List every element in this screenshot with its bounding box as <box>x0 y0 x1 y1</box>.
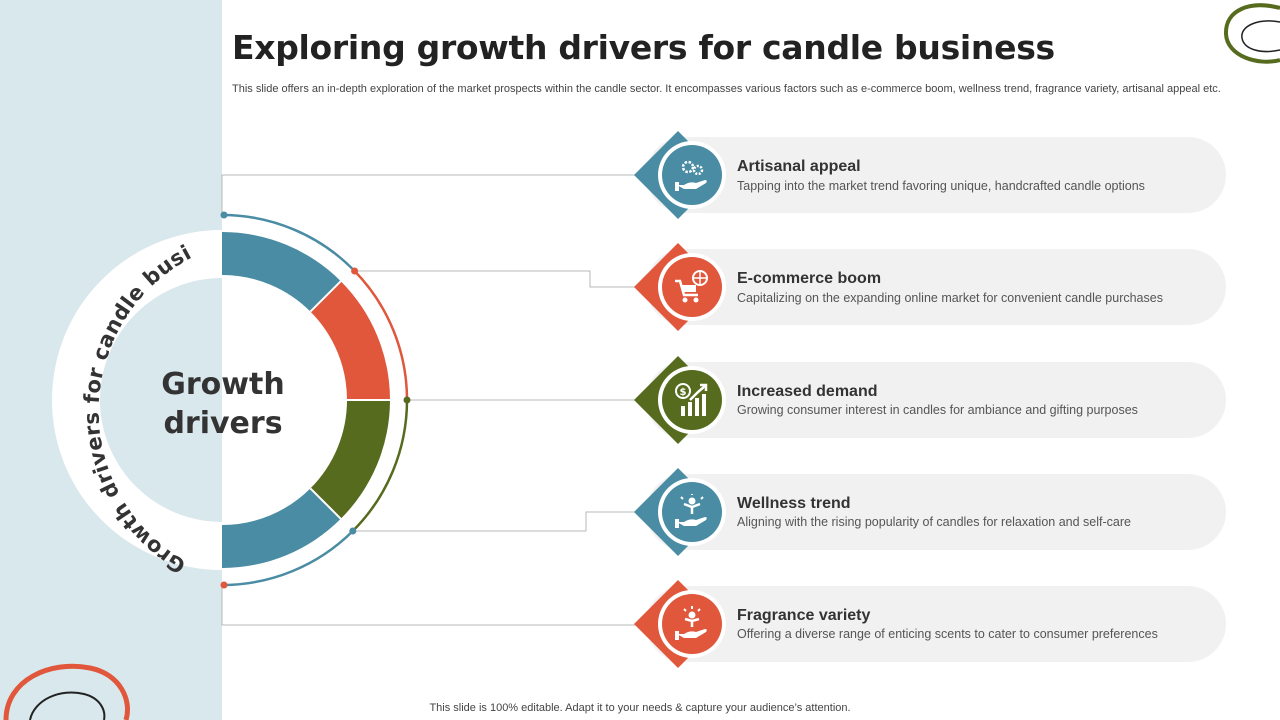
driver-card-demand <box>646 362 1226 438</box>
shopping-cart-globe-icon <box>675 270 708 303</box>
driver-title-wellness: Wellness trend <box>737 495 851 512</box>
driver-description-demand: Growing consumer interest in candles for… <box>737 403 1138 417</box>
driver-card-fragrance <box>646 586 1226 662</box>
driver-card-artisanal <box>646 137 1226 213</box>
driver-title-fragrance: Fragrance variety <box>737 607 871 624</box>
driver-title-artisanal: Artisanal appeal <box>737 158 861 175</box>
segment-artisanal <box>222 231 341 312</box>
side-panel <box>0 0 222 720</box>
driver-description-fragrance: Offering a diverse range of enticing sce… <box>737 627 1158 641</box>
outer-arcs <box>221 213 409 587</box>
segment-ecommerce <box>310 281 390 400</box>
driver-card-wellness <box>646 474 1226 550</box>
decorative-swirl-bottom-left <box>3 663 130 720</box>
segment-demand <box>310 400 390 519</box>
driver-description-wellness: Aligning with the rising popularity of c… <box>737 515 1131 529</box>
driver-card-ecommerce <box>646 249 1226 325</box>
hand-wellness-person-icon <box>675 494 707 528</box>
svg-text:$: $ <box>680 387 687 398</box>
driver-description-artisanal: Tapping into the market trend favoring u… <box>737 179 1145 193</box>
center-label-line2: drivers <box>163 406 283 441</box>
driver-title-demand: Increased demand <box>737 383 878 400</box>
hand-sparkle-person-icon <box>675 606 707 640</box>
segment-wellness <box>222 488 341 568</box>
hand-gears-icon <box>675 160 707 191</box>
growth-chart-dollar-icon: $ <box>675 383 708 416</box>
driver-description-ecommerce: Capitalizing on the expanding online mar… <box>737 291 1163 305</box>
page-subtitle: This slide offers an in-depth exploratio… <box>232 83 1221 95</box>
donut-segments <box>222 231 390 568</box>
center-label-line1: Growth <box>161 367 285 402</box>
connector-lines <box>221 174 636 626</box>
decorative-swirl-top-right <box>1223 3 1280 64</box>
footer-note: This slide is 100% editable. Adapt it to… <box>429 702 851 714</box>
driver-title-ecommerce: E-commerce boom <box>737 270 882 287</box>
driver-badge-artisanal <box>634 131 726 219</box>
page-title: Exploring growth drivers for candle busi… <box>232 28 1055 67</box>
arc-dots <box>220 211 411 589</box>
center-label: Growth drivers <box>120 365 326 443</box>
